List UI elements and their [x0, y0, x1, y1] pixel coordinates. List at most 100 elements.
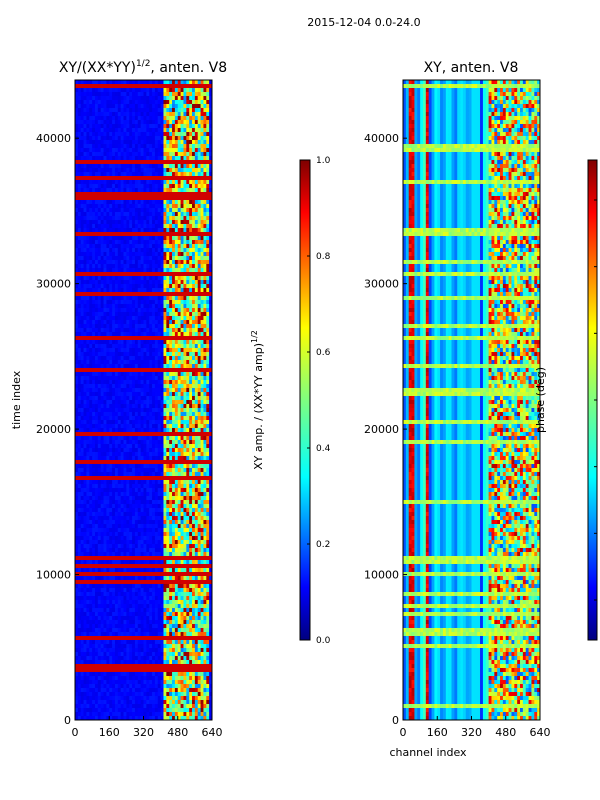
left-heat-cell [206, 380, 210, 385]
left-heat-cell [166, 452, 170, 457]
left-heat-cell [200, 400, 204, 405]
left-heat-cell [129, 224, 133, 229]
left-heat-cell [134, 412, 139, 417]
left-heat-cell [137, 312, 141, 317]
left-heat-cell [103, 120, 107, 125]
left-heat-cell [169, 288, 173, 293]
left-heat-cell [103, 348, 107, 353]
left-heat-cell [137, 100, 141, 105]
left-heat-cell [120, 248, 124, 253]
left-heat-cell [192, 400, 196, 405]
left-heat-cell [112, 136, 116, 141]
left-heat-cell [209, 108, 212, 113]
left-heat-cell [189, 124, 193, 129]
left-heat-cell [126, 472, 130, 477]
left-heat-cell [152, 492, 156, 497]
left-heat-cell [154, 272, 159, 277]
left-heat-cell [92, 484, 96, 489]
left-heat-cell [106, 368, 110, 373]
left-heat-cell [169, 156, 173, 161]
left-heat-cell [123, 332, 127, 337]
left-heat-cell [189, 392, 193, 397]
left-heat-cell [132, 260, 136, 265]
left-heat-cell [174, 412, 179, 417]
left-heat-cell [83, 440, 87, 445]
left-heat-cell [140, 420, 144, 425]
left-heat-cell [117, 280, 121, 285]
left-heat-cell [92, 316, 96, 321]
left-heat-cell [80, 88, 84, 93]
left-heat-cell [186, 432, 190, 437]
left-heat-cell [112, 160, 116, 165]
left-heat-cell [169, 324, 173, 329]
left-heat-cell [174, 452, 179, 457]
left-heat-cell [109, 144, 113, 149]
left-heat-cell [149, 352, 153, 357]
left-heat-cell [143, 364, 147, 369]
left-heat-cell [80, 156, 84, 161]
left-heat-cell [129, 120, 133, 125]
left-heat-cell [137, 352, 141, 357]
left-heat-cell [206, 320, 210, 325]
left-heat-cell [177, 88, 181, 93]
left-heat-cell [143, 260, 147, 265]
left-heat-cell [100, 432, 104, 437]
left-heat-cell [197, 464, 201, 469]
left-heat-cell [89, 352, 93, 357]
left-heat-cell [120, 372, 124, 377]
left-heat-cell [209, 348, 212, 353]
left-heat-cell [94, 88, 99, 93]
left-heat-cell [112, 364, 116, 369]
left-heat-cell [166, 140, 170, 145]
left-heat-cell [109, 492, 113, 497]
left-heat-cell [152, 148, 156, 153]
left-heat-cell [189, 88, 193, 93]
left-heat-cell [117, 144, 121, 149]
left-heat-cell [100, 424, 104, 429]
left-heat-cell [106, 380, 110, 385]
left-heat-cell [154, 468, 159, 473]
left-heat-cell [94, 200, 99, 205]
left-heat-cell [112, 464, 116, 469]
left-heat-cell [120, 232, 124, 237]
left-heat-cell [106, 188, 110, 193]
left-heat-cell [209, 192, 212, 197]
left-heat-cell [89, 488, 93, 493]
left-heat-cell [120, 272, 124, 277]
left-heat-cell [197, 256, 201, 261]
left-heat-cell [169, 388, 173, 393]
left-heat-cell [143, 492, 147, 497]
left-heat-cell [169, 412, 173, 417]
left-heat-cell [134, 232, 139, 237]
left-heat-cell [183, 212, 187, 217]
left-heat-cell [75, 380, 79, 385]
left-heat-cell [123, 108, 127, 113]
left-heat-cell [166, 480, 170, 485]
left-heat-cell [163, 264, 167, 269]
left-heat-cell [169, 92, 173, 97]
left-heat-cell [189, 292, 193, 297]
left-heat-cell [100, 144, 104, 149]
left-heat-cell [112, 428, 116, 433]
left-heat-cell [209, 336, 212, 341]
left-heat-cell [186, 368, 190, 373]
left-heat-cell [117, 232, 121, 237]
left-heat-cell [100, 460, 104, 465]
left-heat-cell [192, 216, 196, 221]
left-heat-cell [194, 344, 199, 349]
left-heat-cell [206, 172, 210, 177]
left-heat-cell [192, 168, 196, 173]
left-heat-cell [152, 404, 156, 409]
left-heat-cell [163, 272, 167, 277]
left-heat-cell [140, 164, 144, 169]
left-heat-cell [154, 216, 159, 221]
left-heat-cell [203, 308, 207, 313]
left-heat-cell [103, 204, 107, 209]
left-heat-cell [123, 240, 127, 245]
left-heat-cell [129, 184, 133, 189]
left-heat-cell [160, 104, 164, 109]
left-heat-cell [146, 232, 150, 237]
left-heat-cell [132, 156, 136, 161]
left-heat-cell [152, 268, 156, 273]
left-heat-cell [192, 368, 196, 373]
